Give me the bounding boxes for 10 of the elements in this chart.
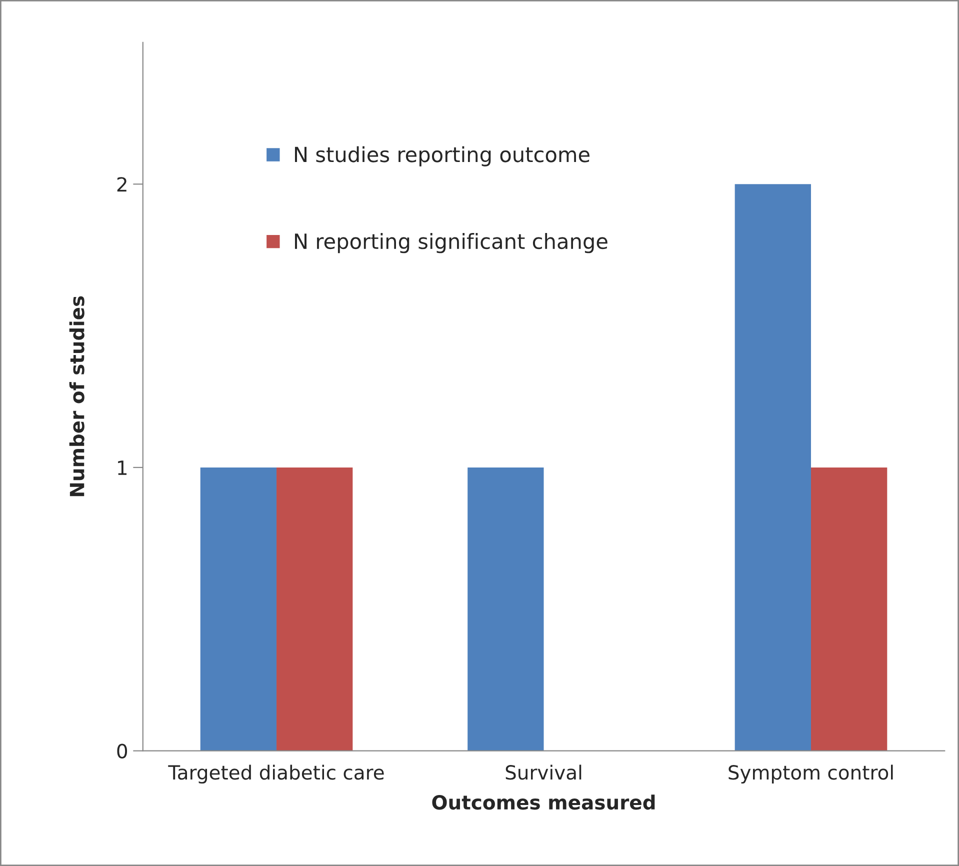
x-tick-label: Targeted diabetic care (168, 764, 384, 784)
x-tick-label: Symptom control (728, 764, 893, 784)
x-axis-title: Outcomes measured (432, 794, 655, 810)
x-tick-label: Survival (506, 764, 582, 780)
y-tick-label: 0 (117, 744, 128, 758)
legend-label: N reporting significant change (294, 233, 608, 254)
legend-label: N studies reporting outcome (294, 146, 590, 166)
y-tick-label: 2 (117, 177, 126, 192)
y-tick-label: 1 (118, 460, 127, 475)
y-axis-title: Number of studies (69, 296, 84, 496)
